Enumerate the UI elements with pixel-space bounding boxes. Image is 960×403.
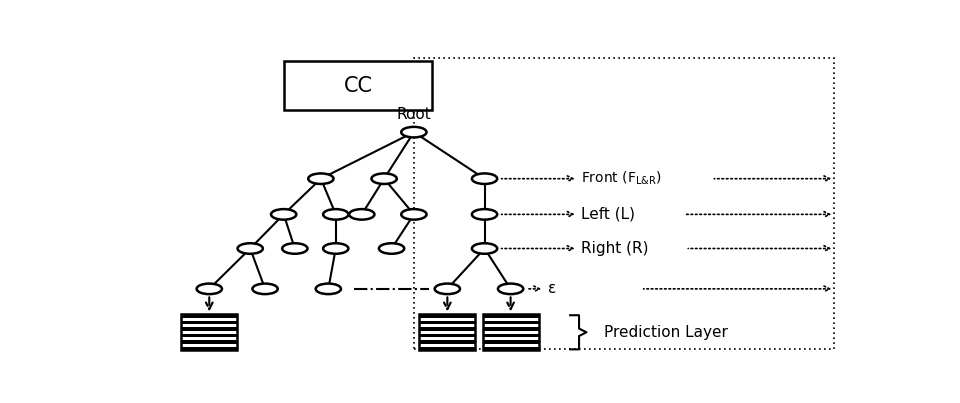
Circle shape — [252, 284, 277, 294]
Circle shape — [308, 173, 333, 184]
Text: Front (F$_{\mathregular{L&R}}$): Front (F$_{\mathregular{L&R}}$) — [581, 170, 662, 187]
Bar — [420, 344, 475, 347]
Bar — [181, 314, 237, 318]
Circle shape — [498, 284, 523, 294]
Bar — [420, 331, 475, 334]
Bar — [414, 58, 834, 349]
Bar — [181, 341, 237, 344]
Bar — [483, 341, 539, 344]
Bar — [420, 324, 475, 327]
Circle shape — [316, 284, 341, 294]
Bar — [420, 314, 475, 318]
Bar — [420, 321, 475, 324]
Bar — [483, 321, 539, 324]
Text: ε: ε — [548, 281, 556, 296]
Text: CC: CC — [344, 76, 372, 96]
Bar — [181, 318, 237, 321]
Bar — [483, 334, 539, 337]
Circle shape — [435, 284, 460, 294]
Bar — [181, 314, 237, 350]
Circle shape — [472, 243, 497, 254]
Bar — [420, 337, 475, 341]
Bar — [181, 321, 237, 324]
Circle shape — [271, 209, 297, 220]
Text: Right (R): Right (R) — [581, 241, 649, 256]
Circle shape — [379, 243, 404, 254]
Circle shape — [401, 209, 426, 220]
Bar — [420, 318, 475, 321]
Circle shape — [237, 243, 263, 254]
Bar — [181, 337, 237, 341]
Text: Prediction Layer: Prediction Layer — [604, 325, 728, 340]
Bar — [483, 337, 539, 341]
Bar — [483, 327, 539, 331]
Circle shape — [324, 209, 348, 220]
Bar — [483, 314, 539, 318]
Circle shape — [349, 209, 374, 220]
Circle shape — [372, 173, 396, 184]
Circle shape — [197, 284, 222, 294]
Bar — [181, 344, 237, 347]
Circle shape — [472, 209, 497, 220]
Circle shape — [401, 127, 426, 137]
Circle shape — [324, 243, 348, 254]
Circle shape — [282, 243, 307, 254]
Bar — [420, 314, 475, 350]
Bar — [420, 347, 475, 350]
Bar — [181, 327, 237, 331]
Bar — [483, 318, 539, 321]
Bar — [181, 347, 237, 350]
Bar — [284, 61, 432, 110]
Text: Root: Root — [396, 107, 431, 122]
Bar — [420, 334, 475, 337]
Bar — [483, 347, 539, 350]
Bar — [483, 314, 539, 350]
Bar — [181, 324, 237, 327]
Circle shape — [472, 173, 497, 184]
Bar — [483, 324, 539, 327]
Bar — [483, 331, 539, 334]
Bar — [181, 334, 237, 337]
Bar — [181, 331, 237, 334]
Bar — [483, 344, 539, 347]
Bar — [420, 341, 475, 344]
Text: Left (L): Left (L) — [581, 207, 636, 222]
Bar — [420, 327, 475, 331]
